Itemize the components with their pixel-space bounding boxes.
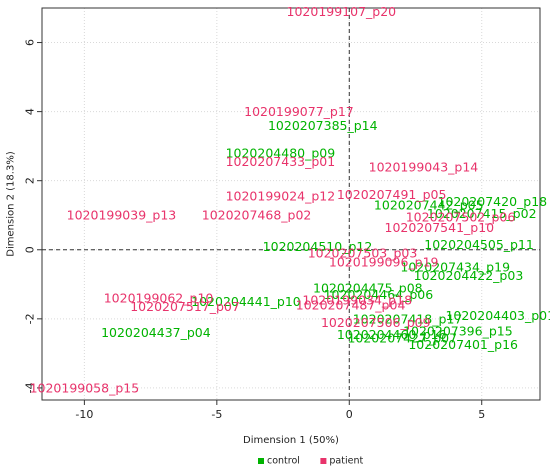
legend-swatch-control: [258, 458, 264, 464]
point-label-patient: 1020207468_p02: [202, 208, 312, 223]
legend: control patient: [258, 456, 363, 467]
point-label-control: 1020204441_p10: [191, 294, 301, 309]
point-label-control: 1020207418_p17: [353, 311, 463, 326]
point-label-control: 1020207427_p07: [347, 330, 457, 345]
point-label-patient: 1020199107_p20: [287, 4, 397, 19]
point-label-patient: 1020207502_p06: [406, 209, 516, 224]
y-tick-label: 0: [24, 246, 37, 253]
point-label-patient: 1020207487_p04: [296, 298, 406, 313]
y-axis: -4 -2 0 2 4 6: [24, 39, 42, 393]
point-label-patient: 1020207517_p07: [130, 299, 240, 314]
origin-reference-lines: [42, 8, 540, 400]
point-label-control: 1020207434_p19: [400, 260, 510, 275]
point-label-control: 1020207396_p15: [403, 323, 513, 338]
point-label-patient: 1020207541_p10: [385, 220, 495, 235]
point-label-patient: 1020207433_p01: [226, 154, 336, 169]
point-label-control: 1020207442_p05: [374, 197, 484, 212]
y-tick-label: 2: [24, 177, 37, 184]
y-tick-label: 4: [24, 108, 37, 115]
point-label-patient: 1020199077_p17: [244, 104, 354, 119]
point-label-patient: 1020207491_p05: [337, 187, 447, 202]
legend-swatch-patient: [320, 458, 327, 464]
point-label-control: 1020204505_p11: [424, 237, 534, 252]
point-label-control: 1020204480_p09: [226, 146, 336, 161]
point-label-control: 1020204475_p08: [313, 280, 423, 295]
point-label-control: 1020207420_p18: [438, 194, 548, 209]
point-label-patient: 1020199024_p12: [226, 189, 336, 204]
point-label-control: 1020204437_p04: [101, 325, 211, 340]
legend-label-patient: patient: [329, 456, 363, 467]
plot-frame: [41, 7, 541, 401]
x-axis-title: Dimension 1 (50%): [243, 435, 339, 446]
point-label-patient: 1020207506_p09: [321, 315, 431, 330]
x-tick-label: -5: [211, 408, 222, 421]
point-label-patient: 1020199043_p14: [369, 159, 479, 174]
point-label-patient: 1020199096_p19: [329, 254, 439, 269]
legend-label-control: control: [267, 456, 300, 467]
point-label-patient: 1020199034_p18: [302, 292, 412, 307]
point-labels: 1020207385_p14 1020204480_p09 1020207420_p…: [30, 4, 550, 395]
point-label-patient: 1020199058_p15: [30, 380, 140, 395]
x-tick-label: 0: [346, 408, 353, 421]
point-label-control: 1020207401_p16: [408, 337, 518, 352]
y-tick-label: -4: [24, 382, 37, 393]
y-tick-label: -2: [24, 313, 37, 324]
x-tick-label: 5: [478, 408, 485, 421]
y-tick-label: 6: [24, 39, 37, 46]
y-axis-title: Dimension 2 (18.3%): [6, 151, 17, 257]
point-label-control: 1020204422_p03: [414, 268, 524, 283]
point-label-patient: 1020199062_p10: [104, 291, 214, 306]
point-label-control: 1020204510_p12: [263, 239, 373, 254]
point-label-control: 1020204460_p16: [337, 327, 447, 342]
point-label-control: 1020204403_p01: [445, 308, 550, 323]
x-tick-label: -10: [75, 408, 93, 421]
point-label-control: 1020207385_p14: [268, 118, 378, 133]
point-label-control: 1020207415_p02: [427, 206, 537, 221]
point-label-patient: 1020207503_p03: [308, 246, 418, 261]
point-label-patient: 1020199039_p13: [67, 208, 177, 223]
x-axis: -10 -5 0 5: [75, 400, 485, 421]
point-label-control: 1020204464_p06: [324, 287, 434, 302]
